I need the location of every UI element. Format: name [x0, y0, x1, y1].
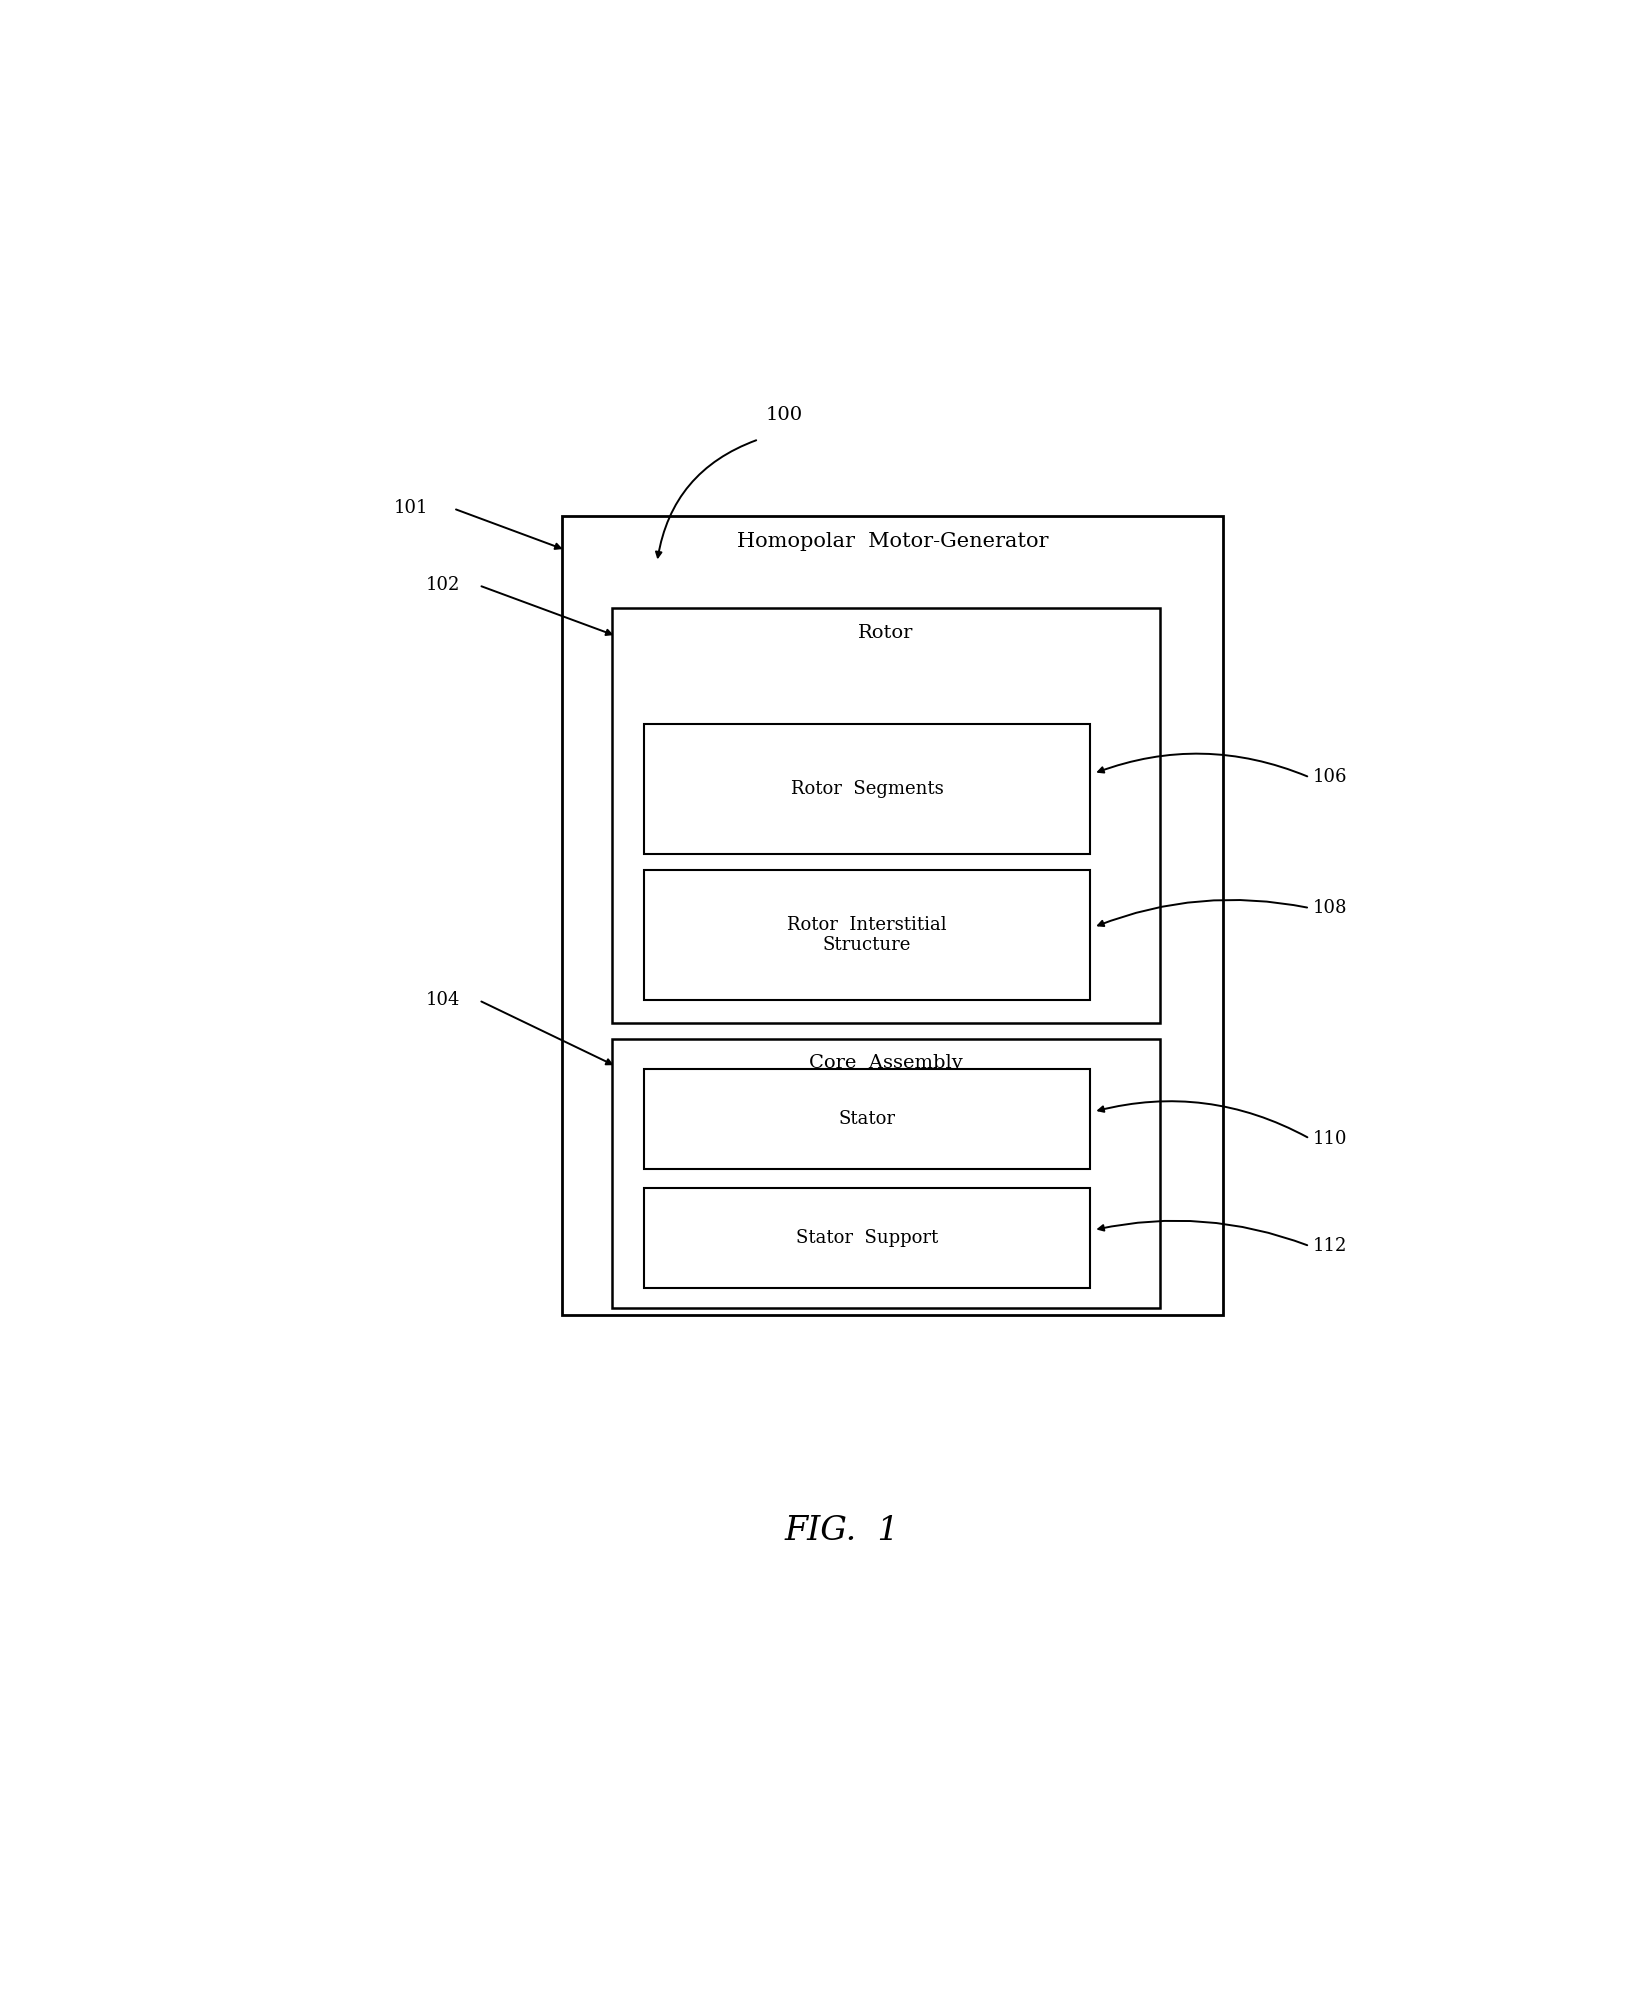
Text: 106: 106 [1312, 768, 1346, 786]
Text: Rotor: Rotor [859, 625, 913, 643]
FancyBboxPatch shape [644, 725, 1090, 854]
Text: Homopolar  Motor-Generator: Homopolar Motor-Generator [737, 531, 1048, 551]
Text: 101: 101 [394, 499, 429, 517]
Text: FIG.  1: FIG. 1 [785, 1515, 898, 1547]
FancyBboxPatch shape [644, 870, 1090, 1000]
Text: Rotor  Segments: Rotor Segments [790, 780, 944, 798]
Text: Core  Assembly: Core Assembly [810, 1054, 962, 1072]
Text: 108: 108 [1312, 898, 1346, 916]
Text: Stator  Support: Stator Support [796, 1230, 938, 1248]
Text: 110: 110 [1312, 1130, 1346, 1148]
Text: 100: 100 [765, 405, 803, 423]
FancyBboxPatch shape [562, 517, 1223, 1315]
Text: 112: 112 [1312, 1238, 1346, 1255]
Text: 104: 104 [425, 992, 460, 1010]
FancyBboxPatch shape [644, 1188, 1090, 1287]
Text: 102: 102 [425, 577, 460, 595]
Text: Stator: Stator [839, 1110, 895, 1128]
FancyBboxPatch shape [612, 609, 1159, 1024]
FancyBboxPatch shape [612, 1038, 1159, 1307]
Text: Rotor  Interstitial
Structure: Rotor Interstitial Structure [787, 916, 947, 954]
FancyBboxPatch shape [644, 1070, 1090, 1170]
